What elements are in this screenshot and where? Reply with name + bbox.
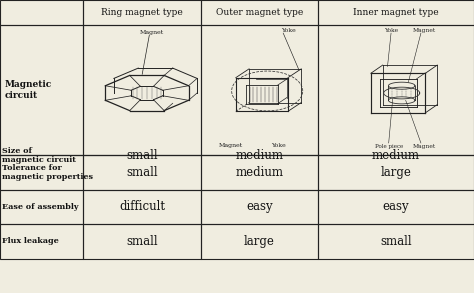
Text: small: small bbox=[127, 166, 158, 179]
Text: Yoke: Yoke bbox=[281, 28, 295, 33]
Text: Magnet: Magnet bbox=[219, 142, 243, 148]
Bar bbox=[0, 25, 83, 155]
Text: medium: medium bbox=[372, 149, 420, 162]
Bar bbox=[318, 0, 474, 25]
Text: Size of
magnetic circuit: Size of magnetic circuit bbox=[2, 147, 76, 164]
Bar bbox=[318, 224, 474, 259]
Bar bbox=[83, 155, 201, 190]
Text: easy: easy bbox=[383, 200, 409, 213]
Text: Magnet: Magnet bbox=[412, 144, 436, 149]
Text: difficult: difficult bbox=[119, 200, 165, 213]
Text: Flux leakage: Flux leakage bbox=[2, 237, 59, 245]
Bar bbox=[201, 190, 318, 224]
Bar bbox=[201, 0, 318, 25]
Bar bbox=[83, 25, 201, 155]
Text: Yoke: Yoke bbox=[271, 142, 286, 148]
Text: Outer magnet type: Outer magnet type bbox=[216, 8, 303, 17]
Bar bbox=[0, 0, 83, 25]
Bar bbox=[0, 190, 83, 224]
Bar bbox=[201, 25, 318, 155]
Text: easy: easy bbox=[246, 200, 273, 213]
Text: Ring magnet type: Ring magnet type bbox=[101, 8, 183, 17]
Text: Magnet: Magnet bbox=[139, 30, 164, 35]
Text: medium: medium bbox=[236, 149, 283, 162]
Text: Magnetic
circuit: Magnetic circuit bbox=[5, 80, 52, 100]
Text: large: large bbox=[244, 235, 275, 248]
Text: Magnet: Magnet bbox=[412, 28, 436, 33]
Bar bbox=[201, 155, 318, 190]
Text: Pole piece: Pole piece bbox=[374, 144, 403, 149]
Text: large: large bbox=[380, 166, 411, 179]
Text: small: small bbox=[380, 235, 411, 248]
Bar bbox=[83, 0, 201, 25]
Bar bbox=[201, 224, 318, 259]
Text: Tolerance for
magnetic properties: Tolerance for magnetic properties bbox=[2, 164, 93, 181]
Text: small: small bbox=[127, 235, 158, 248]
Bar bbox=[318, 25, 474, 155]
Bar bbox=[83, 190, 201, 224]
Bar bbox=[318, 155, 474, 190]
Text: Ease of assembly: Ease of assembly bbox=[2, 203, 79, 211]
Bar bbox=[318, 190, 474, 224]
Text: medium: medium bbox=[236, 166, 283, 179]
Text: Yoke: Yoke bbox=[384, 28, 398, 33]
Text: small: small bbox=[127, 149, 158, 162]
Bar bbox=[0, 155, 83, 190]
Bar bbox=[83, 224, 201, 259]
Text: Inner magnet type: Inner magnet type bbox=[353, 8, 438, 17]
Bar bbox=[0, 224, 83, 259]
